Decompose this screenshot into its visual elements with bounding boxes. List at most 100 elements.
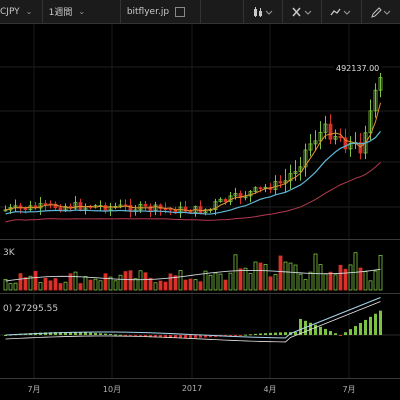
volume-bar — [193, 279, 198, 291]
volume-bar — [318, 264, 323, 291]
candle-body — [118, 204, 123, 207]
volume-bar — [358, 267, 363, 291]
volume-bar — [378, 254, 383, 291]
exchange-selector[interactable]: bitflyer.jp — [121, 0, 201, 23]
volume-bar — [368, 280, 373, 291]
macd-bar — [59, 332, 62, 335]
macd-bar — [284, 332, 287, 335]
candle-body — [303, 149, 308, 168]
volume-bar — [128, 270, 133, 291]
volume-bar — [273, 274, 278, 291]
exchange-label: bitflyer.jp — [126, 6, 170, 17]
macd-bar — [314, 324, 317, 335]
candle-body — [103, 205, 108, 211]
volume-bar — [223, 279, 228, 291]
macd-bar — [154, 335, 157, 338]
indicator-button[interactable] — [322, 0, 362, 23]
moving-average-medium — [5, 130, 381, 215]
candle-body — [238, 193, 243, 199]
volume-bar — [168, 273, 173, 291]
macd-bar — [364, 319, 367, 335]
macd-bar — [249, 334, 252, 336]
interval-label: 1週間 — [48, 8, 73, 18]
volume-bar — [198, 281, 203, 291]
macd-bar — [344, 332, 347, 335]
candle-body — [183, 206, 188, 212]
candle-body — [143, 203, 148, 207]
candle-body — [358, 142, 363, 154]
volume-bar — [178, 270, 183, 291]
last-price-label: 492137.00 — [334, 64, 382, 73]
volume-bar — [163, 281, 168, 291]
macd-bar — [74, 332, 77, 335]
interval-selector[interactable]: 1週間 ⌄ — [43, 0, 121, 23]
candle-body — [233, 193, 238, 197]
volume-bar — [53, 278, 58, 291]
macd-bar — [204, 335, 207, 338]
macd-bar — [259, 333, 262, 335]
macd-bar — [119, 334, 122, 336]
candle-body — [343, 137, 348, 150]
volume-bar — [78, 283, 83, 291]
macd-bar — [379, 310, 382, 335]
macd-bar — [319, 326, 322, 335]
candle-body — [138, 203, 143, 211]
volume-bar — [243, 267, 248, 291]
volume-bar — [148, 277, 153, 291]
volume-bar — [73, 271, 78, 291]
macd-bar — [239, 335, 242, 336]
time-axis-label: 2017 — [181, 384, 203, 393]
toolbar-spacer — [201, 0, 244, 23]
macd-bar — [299, 318, 302, 335]
candle-style-button[interactable] — [244, 0, 283, 23]
volume-bar — [143, 272, 148, 291]
volume-bar — [108, 276, 113, 291]
candle-body — [308, 143, 313, 151]
volume-bar — [33, 270, 38, 291]
volume-bar — [138, 270, 143, 291]
indicator-icon — [330, 8, 351, 15]
macd-bar — [99, 333, 102, 335]
symbol-selector[interactable]: CJPY ⌄ — [0, 0, 43, 23]
candle-body — [218, 198, 223, 203]
candle-body — [318, 131, 323, 142]
macd-bar — [189, 335, 192, 338]
volume-bar — [183, 279, 188, 291]
candle-body — [23, 207, 28, 210]
chart-toolbar: CJPY ⌄ 1週間 ⌄ bitflyer.jp — [0, 0, 400, 24]
compare-button[interactable] — [283, 0, 323, 23]
macd-bar — [159, 335, 162, 338]
macd-bar — [334, 333, 337, 335]
draw-button[interactable] — [362, 0, 400, 23]
volume-bar — [283, 261, 288, 291]
macd-bar — [369, 316, 372, 335]
time-axis-label: 4月 — [263, 385, 277, 394]
volume-bar — [278, 255, 283, 291]
volume-bar — [68, 273, 73, 291]
volume-bar — [188, 278, 193, 291]
volume-bar — [38, 282, 43, 291]
candle-style-icon — [253, 6, 273, 17]
draw-icon — [371, 6, 391, 18]
candle-body — [43, 203, 48, 206]
volume-bar — [8, 283, 13, 291]
macd-bar — [179, 335, 182, 338]
volume-bar — [13, 282, 18, 291]
macd-bar — [109, 333, 112, 335]
candle-body — [163, 208, 168, 211]
macd-bar — [224, 335, 227, 337]
macd-signal-line — [5, 301, 381, 343]
volume-bar — [228, 272, 233, 291]
macd-bar — [84, 332, 87, 335]
volume-bar — [303, 279, 308, 291]
time-axis-label: 10月 — [102, 385, 122, 394]
volume-bar — [288, 262, 293, 291]
candle-body — [168, 208, 173, 211]
time-axis-label: 7月 — [27, 385, 41, 394]
volume-bar — [293, 264, 298, 291]
chevron-down-icon: ⌄ — [78, 7, 86, 16]
moving-average-long — [5, 162, 381, 223]
candle-body — [273, 181, 278, 190]
candle-body — [198, 206, 203, 213]
